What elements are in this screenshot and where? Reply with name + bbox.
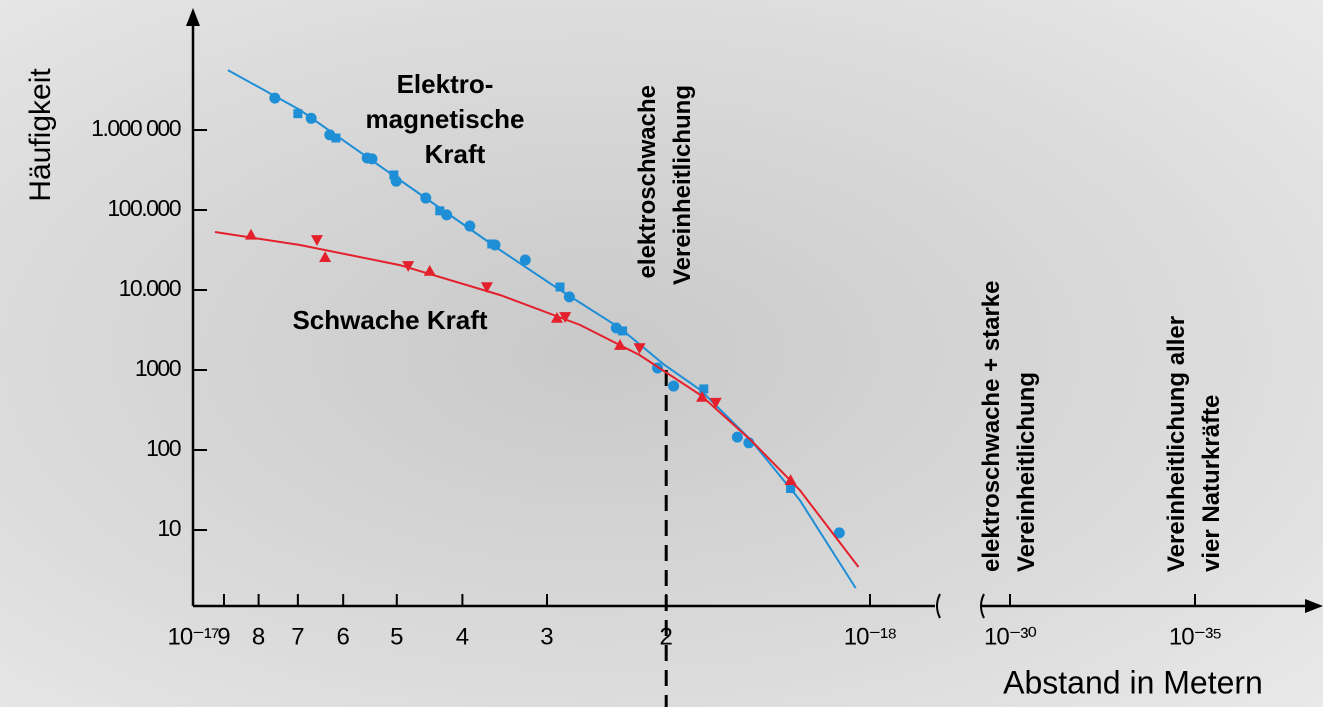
annotation: Vereinheitlichung: [669, 85, 696, 285]
x-tick-label: 10⁻¹⁸: [844, 623, 896, 650]
x-tick-label: 6: [337, 623, 350, 650]
data-point: [420, 193, 431, 204]
data-point: [618, 326, 627, 335]
y-tick-label: 100.000: [107, 195, 180, 221]
series-label: Kraft: [425, 139, 486, 169]
series-label: Elektro-: [397, 69, 494, 99]
data-point: [556, 283, 565, 292]
y-tick-label: 10.000: [119, 275, 181, 301]
annotation: elektroschwache + starke: [978, 280, 1005, 572]
y-tick-label: 10: [157, 515, 180, 541]
x-tick-label: 5: [390, 623, 403, 650]
x-tick-label: 9: [217, 623, 230, 650]
data-point: [331, 134, 340, 143]
x-axis-label: Abstand in Metern: [1003, 664, 1263, 700]
x-tick-label: 3: [540, 623, 553, 650]
series-label: magnetische: [366, 104, 525, 134]
x-tick-label: 7: [291, 623, 304, 650]
x-tick-label: 10⁻³⁰: [984, 623, 1036, 650]
data-point: [306, 113, 317, 124]
chart: Häufigkeit Abstand in Metern 10 100 1000 10…: [0, 0, 1323, 707]
data-point: [293, 109, 302, 118]
data-point: [441, 209, 452, 220]
y-axis-label: Häufigkeit: [24, 68, 57, 202]
data-point: [564, 291, 575, 302]
annotation: Vereinheitlichung: [1013, 372, 1040, 572]
background: [0, 0, 1323, 707]
x-tick-label: 10⁻¹⁷: [167, 623, 218, 650]
x-tick-label: 8: [252, 623, 265, 650]
data-point: [366, 153, 377, 164]
data-point: [490, 240, 501, 251]
y-tick-label: 1.000 000: [91, 115, 181, 141]
x-tick-label: 10⁻³⁵: [1169, 623, 1221, 650]
data-point: [732, 432, 743, 443]
data-point: [464, 221, 475, 232]
data-point: [668, 381, 679, 392]
annotation: elektroschwache: [634, 85, 661, 278]
y-tick-label: 1000: [135, 355, 181, 381]
x-tick-label: 4: [456, 623, 469, 650]
series-label: Schwache Kraft: [292, 305, 487, 335]
data-point: [391, 176, 402, 187]
data-point: [699, 384, 708, 393]
data-point: [269, 93, 280, 104]
annotation: vier Naturkräfte: [1198, 395, 1225, 572]
annotation: Vereinheitlichung aller: [1163, 316, 1190, 572]
data-point: [520, 255, 531, 266]
y-tick-label: 100: [146, 435, 181, 461]
data-point: [786, 484, 795, 493]
